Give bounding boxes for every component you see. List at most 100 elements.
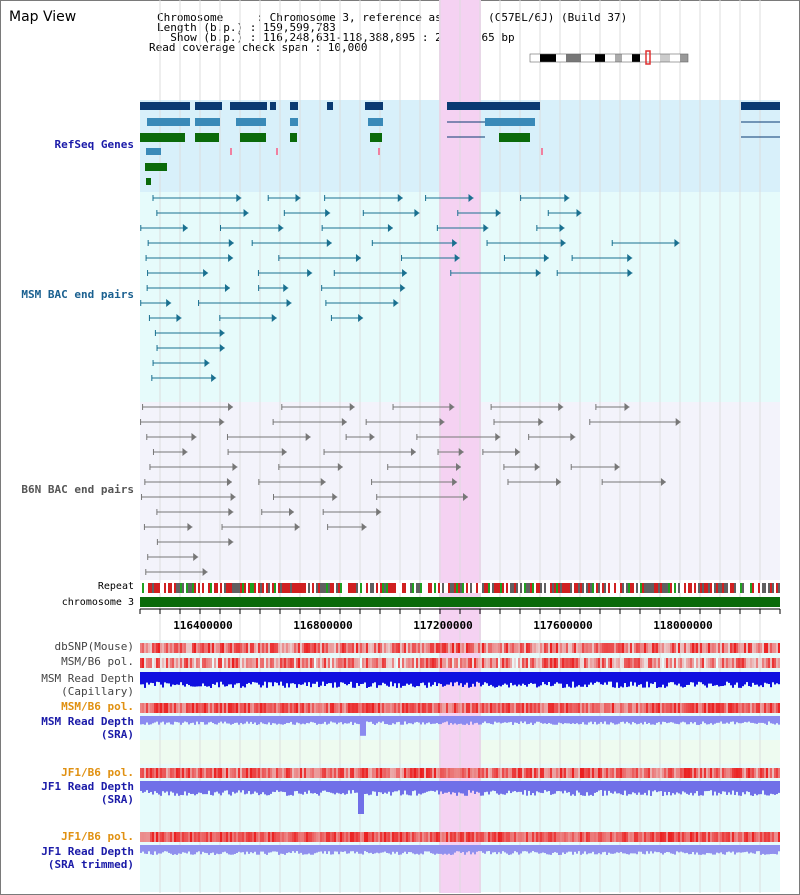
pol-strip-mark <box>398 658 400 668</box>
msm-capillary-depth-bar <box>748 672 750 687</box>
pol-strip-mark <box>408 658 410 668</box>
repeat-mark <box>568 583 570 593</box>
pol-strip-mark <box>200 643 202 653</box>
jf1-sra-depth-bar <box>348 781 350 791</box>
track-label-msm-depth-sra-sub: (SRA) <box>100 728 134 741</box>
repeat-mark <box>364 583 366 593</box>
pol-strip-mark <box>300 658 302 668</box>
pol-strip-mark <box>274 703 276 713</box>
msm-capillary-depth-bar <box>398 672 400 684</box>
repeat-mark <box>710 583 712 593</box>
jf1-trimmed-depth-bar <box>606 845 608 855</box>
msm-capillary-depth-bar <box>580 672 582 687</box>
msm-capillary-depth-bar <box>446 672 448 685</box>
msm-sra-depth-bar <box>656 716 658 723</box>
pol-strip-mark <box>502 703 504 713</box>
pol-strip-mark <box>244 832 246 842</box>
jf1-sra-depth-bar <box>546 781 548 792</box>
msm-capillary-depth-bar <box>726 672 728 682</box>
b6n-bac-pair <box>614 463 620 471</box>
pol-strip-mark <box>426 643 428 653</box>
jf1-trimmed-depth-bar <box>696 845 698 853</box>
repeat-mark <box>760 583 762 593</box>
repeat-mark <box>158 583 160 593</box>
msm-sra-depth-bar <box>406 716 408 725</box>
pol-strip-mark <box>248 768 250 778</box>
pol-strip-mark <box>438 658 440 668</box>
pol-strip-mark <box>732 643 734 653</box>
track-label-msm-bac[interactable]: MSM BAC end pairs <box>21 288 134 301</box>
pol-strip-mark <box>734 768 736 778</box>
jf1-trimmed-depth-bar <box>304 845 306 855</box>
jf1-sra-depth-bar <box>558 781 560 792</box>
repeat-mark <box>370 583 372 593</box>
pol-strip-mark <box>760 643 762 653</box>
msm-sra-depth-bar <box>706 716 708 725</box>
jf1-sra-depth-bar <box>218 781 220 794</box>
jf1-trimmed-depth-bar <box>756 845 758 852</box>
pol-strip-mark <box>566 768 568 778</box>
msm-sra-depth-bar <box>710 716 712 724</box>
jf1-sra-depth-bar <box>542 781 544 794</box>
pol-strip-mark <box>420 658 422 668</box>
repeat-mark <box>210 583 212 593</box>
msm-capillary-depth-bar <box>556 672 558 683</box>
pol-strip-mark <box>492 658 494 668</box>
repeat-mark <box>202 583 204 593</box>
msm-capillary-depth-bar <box>264 672 266 682</box>
pol-strip-mark <box>406 643 408 653</box>
repeat-mark <box>770 583 772 593</box>
pol-strip-mark <box>718 768 720 778</box>
pol-strip-mark <box>770 658 772 668</box>
pol-strip-mark <box>616 768 618 778</box>
msm-bac-pair <box>176 314 182 322</box>
pol-strip-mark <box>540 832 542 842</box>
msm-bac-pair <box>402 269 408 277</box>
pol-strip-mark <box>328 768 330 778</box>
msm-capillary-depth-bar <box>732 672 734 688</box>
msm-bac-pair <box>236 194 242 202</box>
pol-strip-mark <box>238 658 240 668</box>
track-label-jf1-depth-2: JF1 Read Depth <box>41 845 134 858</box>
jf1-sra-depth-bar <box>480 781 482 796</box>
track-label-b6n-bac[interactable]: B6N BAC end pairs <box>21 483 134 496</box>
repeat-mark <box>374 583 376 593</box>
repeat-mark <box>376 583 378 593</box>
pol-strip-mark <box>364 768 366 778</box>
repeat-mark <box>342 583 344 593</box>
jf1-trimmed-depth-bar <box>196 845 198 853</box>
msm-capillary-depth-bar <box>576 672 578 687</box>
jf1-sra-depth-bar <box>476 781 478 792</box>
msm-capillary-depth-bar <box>426 672 428 688</box>
repeat-mark <box>762 583 764 593</box>
repeat-mark <box>382 583 384 593</box>
msm-sra-depth-bar <box>274 716 276 724</box>
pol-strip-mark <box>404 832 406 842</box>
jf1-sra-depth-bar <box>140 781 142 791</box>
track-label-jf1-depth-2-sub: (SRA trimmed) <box>47 858 134 871</box>
pol-strip-mark <box>662 832 664 842</box>
pol-strip-mark <box>188 768 190 778</box>
pol-strip-mark <box>314 658 316 668</box>
pol-strip-mark <box>360 658 362 668</box>
pol-strip-mark <box>746 703 748 713</box>
pol-strip-mark <box>622 658 624 668</box>
pol-strip-mark <box>498 832 500 842</box>
msm-sra-depth-bar <box>682 716 684 722</box>
repeat-mark <box>142 583 144 593</box>
pol-strip-mark <box>704 643 706 653</box>
pol-strip-mark <box>538 832 540 842</box>
jf1-sra-depth-bar <box>690 781 692 793</box>
pol-strip-mark <box>474 768 476 778</box>
repeat-mark <box>678 583 680 593</box>
track-label-refseq-genes[interactable]: RefSeq Genes <box>54 138 134 151</box>
repeat-mark <box>206 583 208 593</box>
pol-strip-mark <box>458 768 460 778</box>
jf1-trimmed-depth-bar <box>760 845 762 855</box>
jf1-trimmed-depth-bar <box>266 845 268 855</box>
pol-strip-mark <box>542 768 544 778</box>
jf1-sra-depth-bar <box>292 781 294 796</box>
msm-sra-depth-bar <box>722 716 724 724</box>
pol-strip-mark <box>496 832 498 842</box>
